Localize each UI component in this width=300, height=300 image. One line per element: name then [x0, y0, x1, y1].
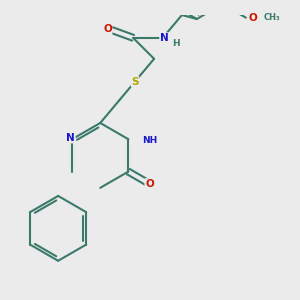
Text: N: N	[160, 33, 169, 43]
Text: S: S	[131, 76, 139, 87]
Text: H: H	[172, 39, 180, 48]
Text: NH: NH	[142, 136, 157, 145]
Text: O: O	[103, 25, 112, 34]
Text: N: N	[66, 133, 75, 143]
Text: CH₃: CH₃	[263, 13, 280, 22]
Text: O: O	[145, 179, 154, 189]
Text: O: O	[249, 13, 257, 23]
